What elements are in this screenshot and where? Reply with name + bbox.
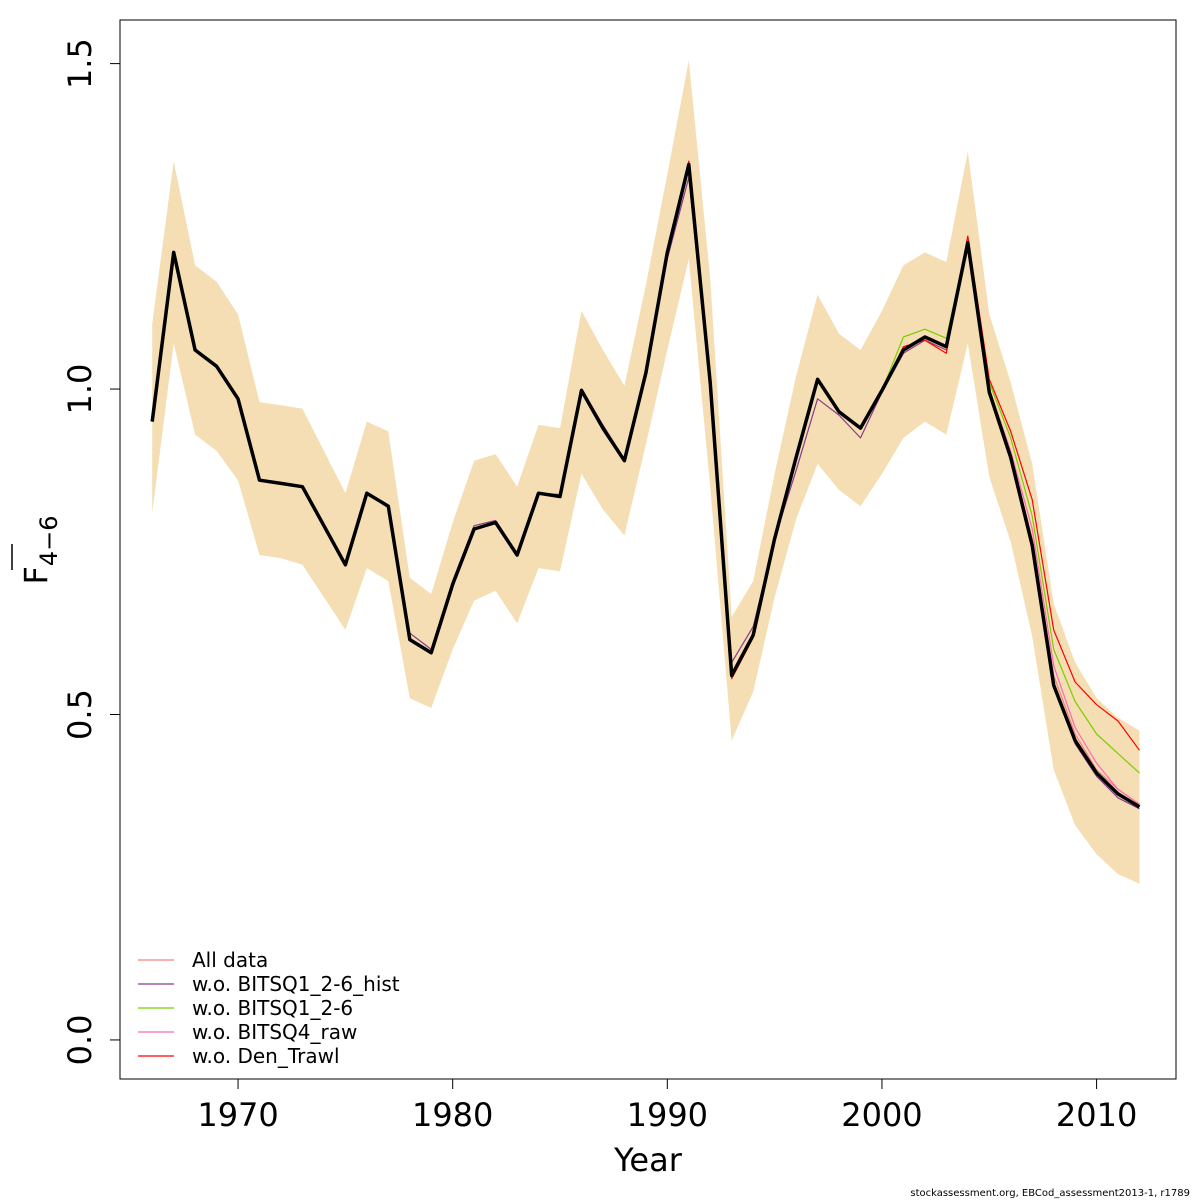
series-line-5	[150, 162, 1141, 809]
x-tick-label: 1980	[412, 1096, 493, 1134]
legend-label: w.o. Den_Trawl	[192, 1044, 340, 1068]
x-tick-label: 2010	[1056, 1096, 1137, 1134]
x-axis-title: Year	[613, 1141, 683, 1179]
y-tick-label: 1.0	[61, 364, 99, 415]
y-axis-title: F4−6	[17, 515, 63, 584]
legend-label: All data	[192, 948, 268, 972]
footer-credit: stockassessment.org, EBCod_assessment201…	[910, 1188, 1190, 1199]
y-tick-label: 1.5	[61, 38, 99, 89]
legend-label: w.o. BITSQ4_raw	[192, 1020, 357, 1044]
legend-label: w.o. BITSQ1_2-6	[192, 996, 353, 1020]
y-tick-label-group: 1.5	[61, 38, 99, 89]
y-tick-label: 0.0	[61, 1015, 99, 1066]
x-tick-label: 1970	[197, 1096, 278, 1134]
y-axis: 0.0 0.5 1.0 1.5	[61, 38, 121, 1066]
svg-text:F4−6: F4−6	[17, 515, 63, 584]
y-tick-label-group: 1.0	[61, 364, 99, 415]
y-tick-label: 0.5	[61, 689, 99, 740]
x-tick-label: 1990	[627, 1096, 708, 1134]
series-lines-layer	[150, 160, 1141, 810]
y-axis-title-sub: 4−6	[35, 515, 63, 566]
y-tick-label-group: 0.0	[61, 1015, 99, 1066]
legend-label: w.o. BITSQ1_2-6_hist	[192, 972, 400, 996]
x-tick-label: 2000	[841, 1096, 922, 1134]
x-axis: 1970 1980 1990 2000 2010	[197, 1078, 1137, 1134]
y-axis-title-main: F	[17, 566, 55, 584]
y-tick-label-group: 0.5	[61, 689, 99, 740]
